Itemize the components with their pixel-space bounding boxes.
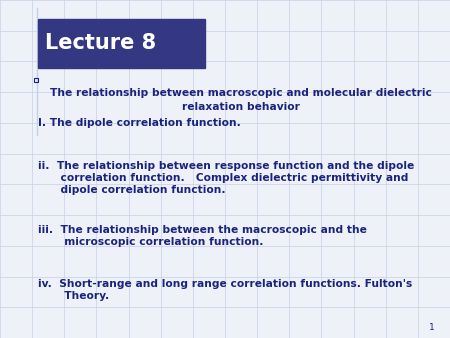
Text: ii.  The relationship between response function and the dipole: ii. The relationship between response fu… bbox=[38, 161, 414, 171]
Text: The relationship between macroscopic and molecular dielectric: The relationship between macroscopic and… bbox=[50, 88, 432, 98]
Text: iii.  The relationship between the macroscopic and the: iii. The relationship between the macros… bbox=[38, 225, 367, 235]
Text: Theory.: Theory. bbox=[38, 291, 109, 301]
Text: relaxation behavior: relaxation behavior bbox=[182, 102, 300, 112]
Text: microscopic correlation function.: microscopic correlation function. bbox=[38, 237, 264, 247]
Text: iv.  Short-range and long range correlation functions. Fulton's: iv. Short-range and long range correlati… bbox=[38, 279, 413, 289]
Text: 1: 1 bbox=[429, 323, 435, 332]
Text: I. The dipole correlation function.: I. The dipole correlation function. bbox=[38, 118, 241, 128]
Text: Lecture 8: Lecture 8 bbox=[45, 33, 156, 53]
Text: dipole correlation function.: dipole correlation function. bbox=[38, 185, 226, 195]
Text: correlation function.   Complex dielectric permittivity and: correlation function. Complex dielectric… bbox=[38, 173, 409, 183]
FancyBboxPatch shape bbox=[38, 19, 205, 68]
